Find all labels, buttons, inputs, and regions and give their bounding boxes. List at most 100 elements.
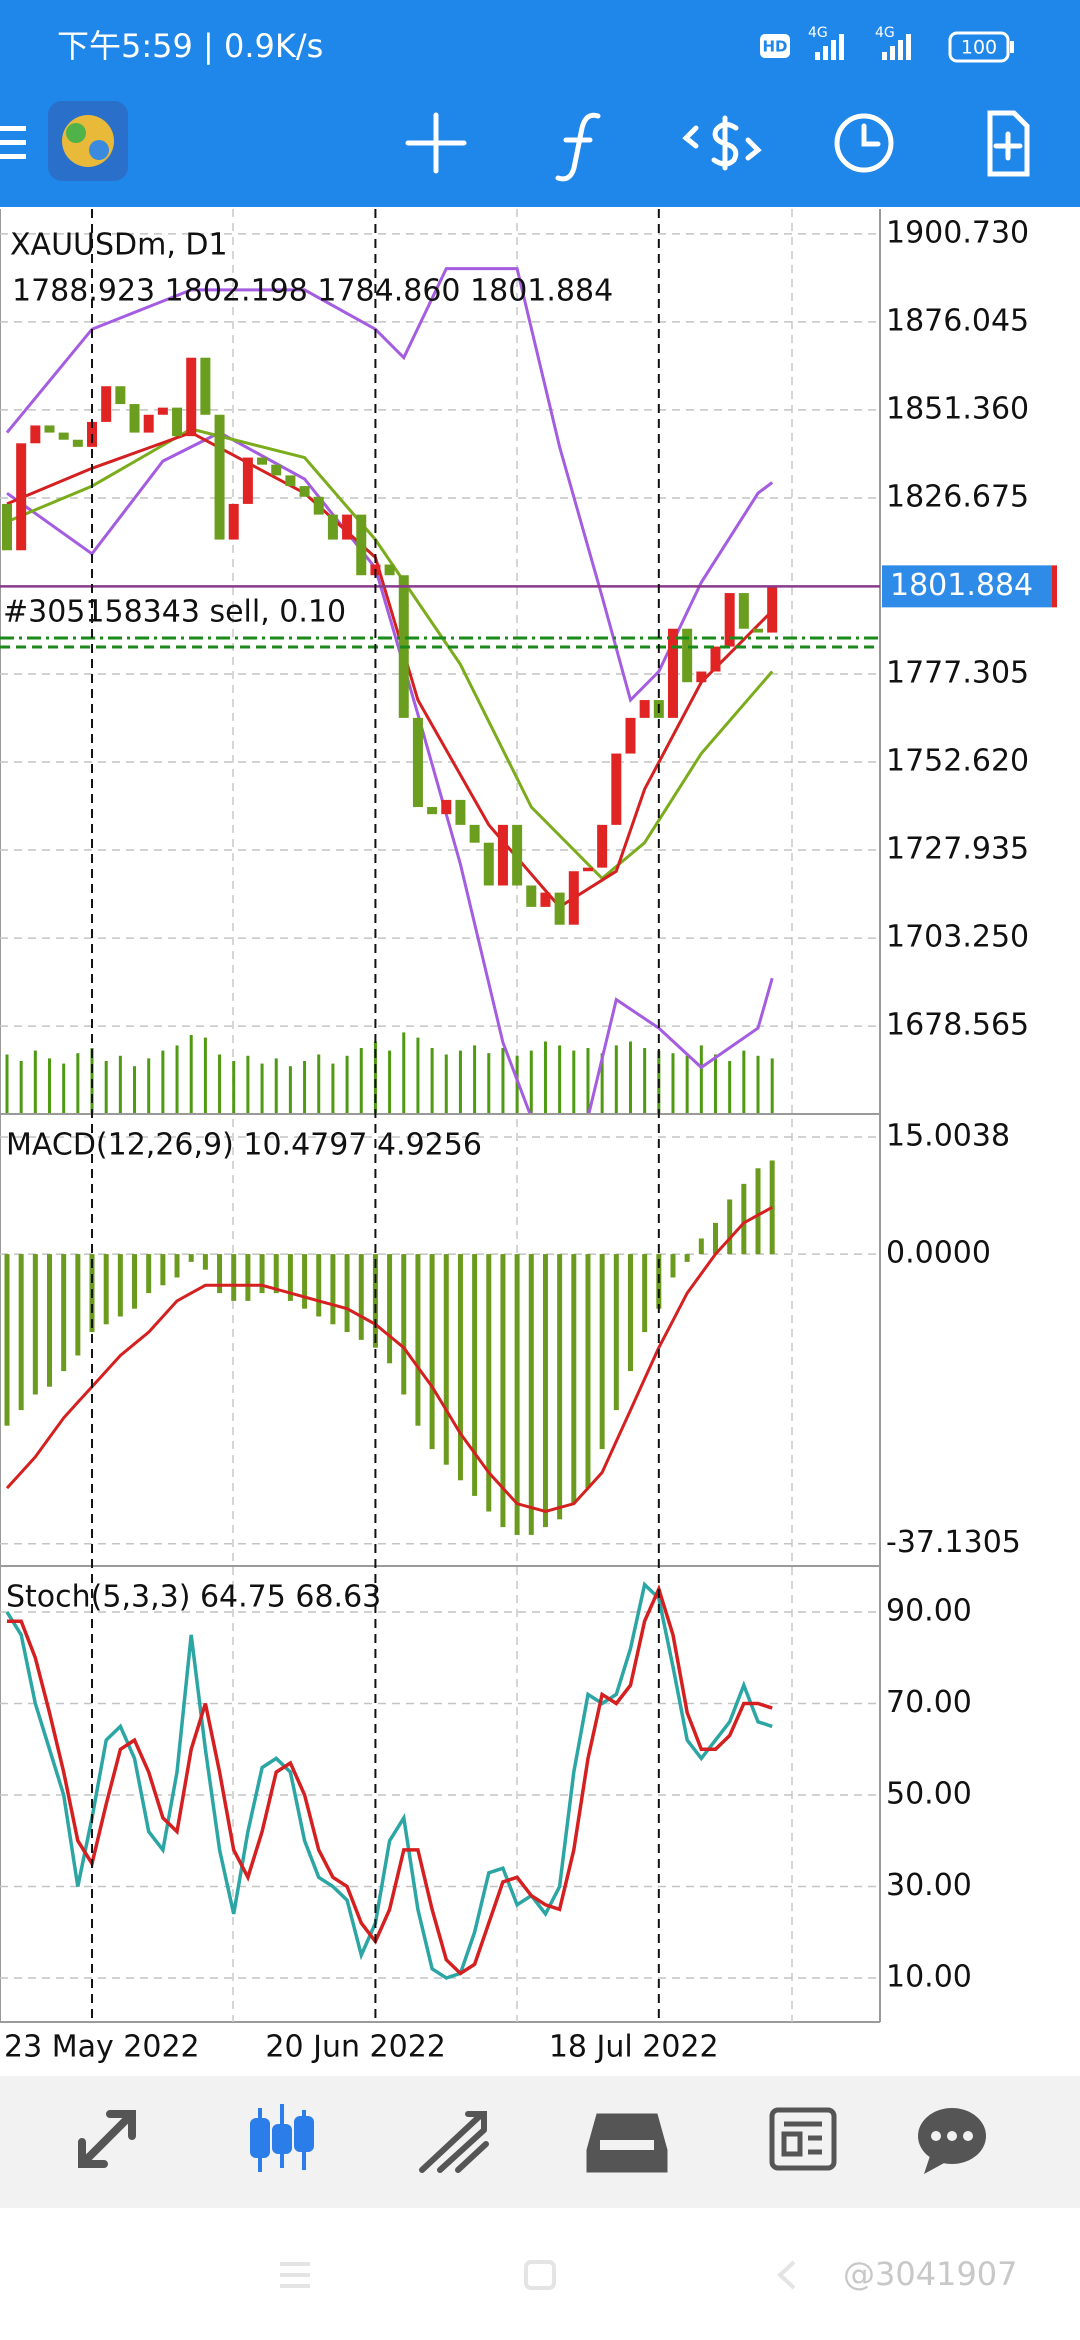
macd-bar <box>160 1254 166 1286</box>
candle <box>469 824 480 843</box>
stoch-title: Stoch(5,3,3) 64.75 68.63 <box>6 1580 381 1615</box>
symbol-title: XAUUSDm, D1 <box>10 228 228 263</box>
candle <box>72 439 83 447</box>
news-tab[interactable] <box>769 2107 837 2171</box>
y-tick-label: 10.00 <box>886 1959 972 1994</box>
candle <box>568 871 579 925</box>
macd-bar <box>358 1254 364 1340</box>
macd-bar <box>330 1254 336 1325</box>
volume-bar <box>373 1041 377 1113</box>
candle <box>58 432 69 440</box>
candle <box>242 457 253 504</box>
volume-bar <box>203 1037 207 1113</box>
macd-bar <box>542 1254 548 1528</box>
macd-bar <box>571 1254 577 1504</box>
candle <box>682 628 693 683</box>
indicators-button[interactable] <box>555 112 601 182</box>
macd-bar <box>401 1254 407 1395</box>
candle <box>228 503 239 540</box>
trade-tab[interactable] <box>419 2111 489 2173</box>
macd-bar <box>4 1254 10 1426</box>
volume-bar <box>175 1045 179 1113</box>
current-price: 1801.884 <box>890 568 1033 603</box>
volume-bar <box>728 1061 732 1113</box>
y-tick-label: 1876.045 <box>886 303 1029 338</box>
volume-bar <box>685 1055 689 1113</box>
macd-pane <box>0 1136 880 1545</box>
volume-bar <box>218 1054 222 1113</box>
macd-bar <box>727 1199 733 1255</box>
candle <box>200 357 211 415</box>
y-tick-label: 1703.250 <box>886 920 1029 955</box>
crosshair-button[interactable] <box>405 112 467 174</box>
candle <box>129 404 140 433</box>
candle <box>753 628 764 633</box>
volume-bar <box>756 1055 760 1113</box>
chart-tab[interactable] <box>250 2104 314 2172</box>
volume-bar <box>770 1058 774 1113</box>
trade-button[interactable] <box>682 115 762 171</box>
y-tick-label: 1727.935 <box>886 832 1029 867</box>
y-tick-label: 0.0000 <box>886 1236 991 1271</box>
candle <box>186 357 197 437</box>
y-tick-label: 15.0038 <box>886 1119 1010 1154</box>
chat-tab[interactable] <box>918 2108 986 2174</box>
macd-bar <box>344 1254 350 1333</box>
candle <box>497 824 508 886</box>
new-order-button[interactable] <box>987 110 1030 177</box>
volume-bar <box>458 1050 462 1113</box>
macd-bar <box>514 1254 520 1535</box>
macd-bar <box>47 1254 53 1387</box>
menu-button[interactable] <box>0 126 26 159</box>
macd-bar <box>316 1254 322 1317</box>
period-button[interactable] <box>834 113 894 173</box>
y-tick-label: 1900.730 <box>886 215 1029 250</box>
candle <box>342 514 353 540</box>
history-tab[interactable] <box>586 2113 668 2173</box>
volume-bar <box>345 1055 349 1113</box>
volume-bar <box>76 1053 80 1113</box>
volume-bar <box>416 1037 420 1113</box>
volume-bar <box>133 1066 137 1113</box>
macd-bar <box>132 1254 138 1309</box>
candle <box>257 457 268 465</box>
stoch-pane <box>0 1581 880 1980</box>
menu-key[interactable] <box>280 2262 310 2288</box>
volume-bar <box>572 1050 576 1113</box>
macd-bar <box>429 1254 435 1450</box>
volume-bar <box>473 1045 477 1113</box>
volume-bar <box>260 1063 264 1113</box>
chart-frame <box>0 209 881 2023</box>
x-tick-label: 23 May 2022 <box>4 2030 200 2065</box>
back-key[interactable] <box>777 2260 796 2290</box>
candle <box>2 503 12 551</box>
volume-bar <box>402 1032 406 1113</box>
macd-bar <box>457 1254 463 1481</box>
candle <box>582 867 593 872</box>
candle <box>356 514 367 576</box>
quotes-tab[interactable] <box>78 2110 136 2168</box>
macd-bar <box>642 1254 648 1333</box>
volume-bar <box>48 1058 52 1113</box>
app-icon[interactable] <box>48 101 128 181</box>
system-nav <box>280 2260 796 2290</box>
candle <box>16 443 27 551</box>
candle <box>724 593 735 647</box>
candle <box>172 407 183 437</box>
candle <box>327 514 338 540</box>
macd-bar <box>188 1254 194 1262</box>
macd-bar <box>217 1254 223 1294</box>
home-key[interactable] <box>524 2260 556 2290</box>
y-tick-label: 1678.565 <box>886 1008 1029 1043</box>
volume-bar <box>714 1054 717 1113</box>
candle <box>540 892 551 907</box>
net-label: 4G <box>808 25 828 41</box>
price-badge <box>882 565 1052 608</box>
candle <box>554 892 565 925</box>
volume-bar <box>359 1048 363 1113</box>
volume-bar <box>586 1048 590 1113</box>
battery-level: 100 <box>961 37 997 59</box>
macd-bar <box>372 1254 378 1348</box>
macd-bar <box>443 1254 449 1465</box>
